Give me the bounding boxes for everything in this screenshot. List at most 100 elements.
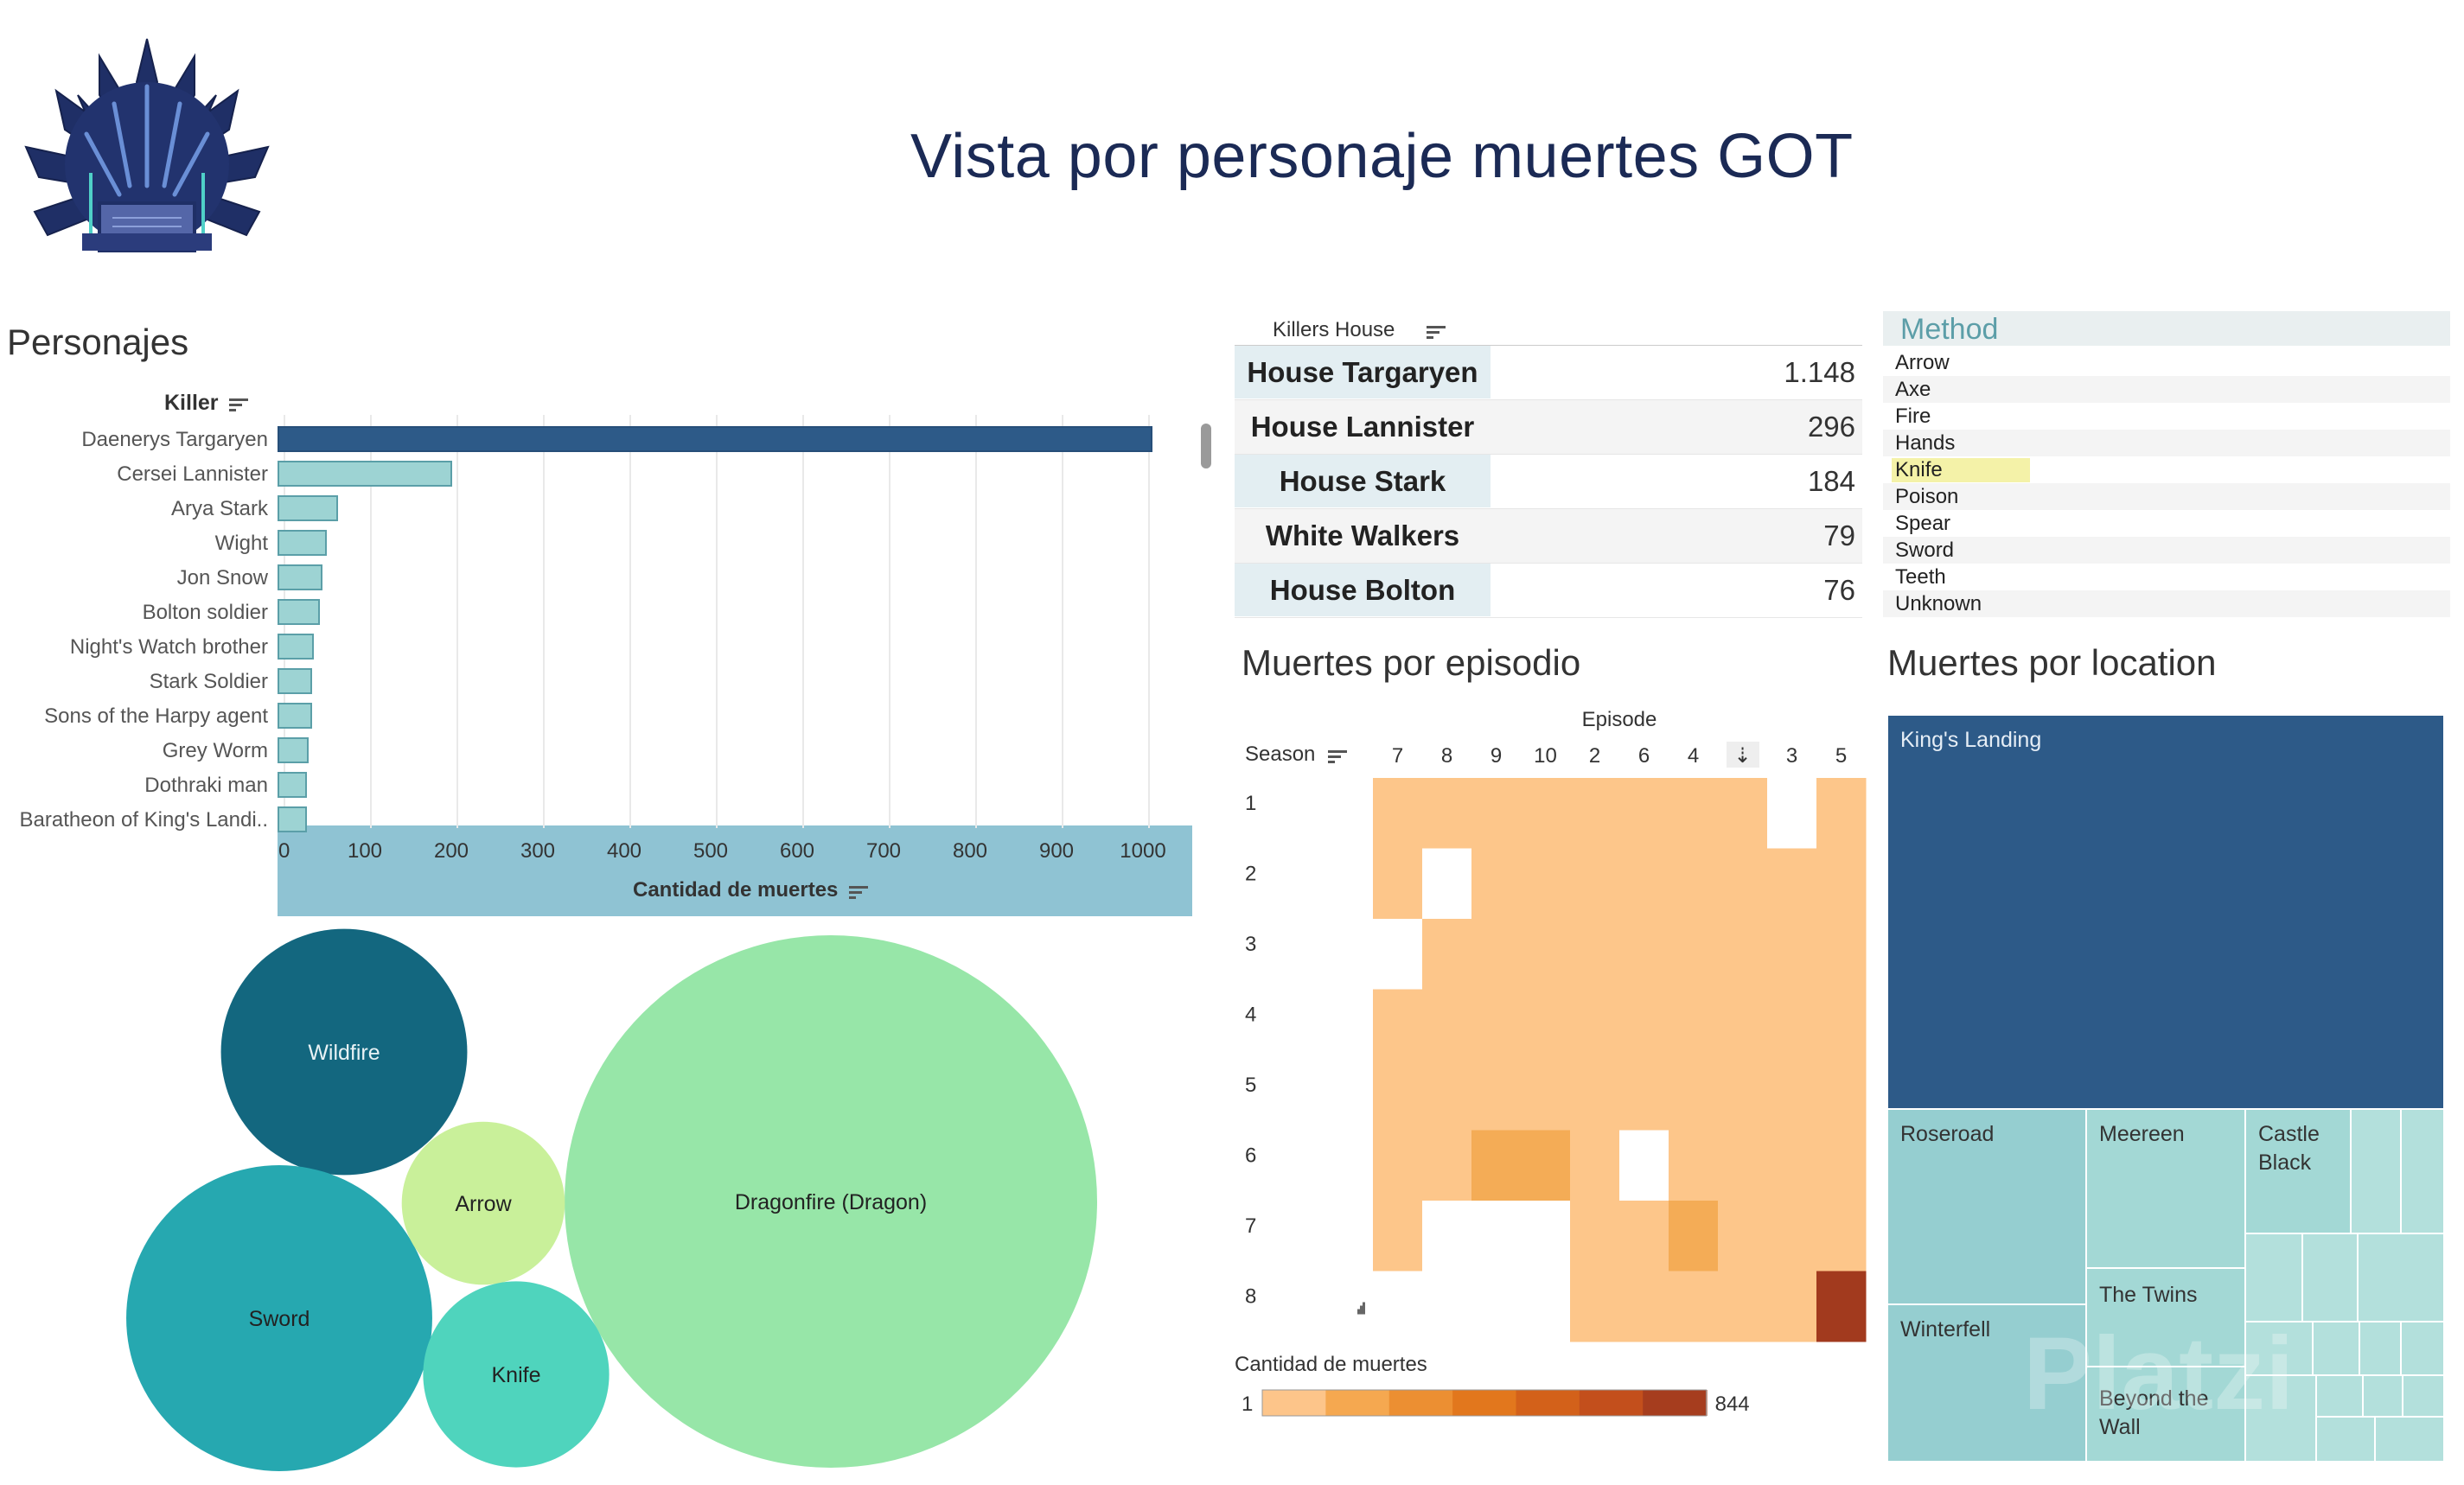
- heatmap-cell[interactable]: [1422, 848, 1472, 920]
- heatmap-cell[interactable]: [1816, 1060, 1867, 1131]
- treemap-tile[interactable]: [2244, 1233, 2303, 1322]
- killer-bar[interactable]: [278, 599, 320, 625]
- heatmap-cell[interactable]: [1521, 848, 1571, 920]
- method-item[interactable]: Arrow: [1883, 349, 2450, 376]
- heatmap-cell[interactable]: [1619, 1060, 1669, 1131]
- heatmap-cell[interactable]: [1619, 989, 1669, 1061]
- bar-chart-scrollbar[interactable]: [1197, 415, 1213, 828]
- heatmap-cell[interactable]: [1669, 848, 1719, 920]
- heatmap-cell[interactable]: [1521, 1130, 1571, 1201]
- treemap-tile-meereen[interactable]: Meereen: [2085, 1108, 2246, 1269]
- treemap-tile-the-twins[interactable]: The Twins: [2085, 1267, 2246, 1367]
- heatmap-cell[interactable]: [1471, 1060, 1522, 1131]
- method-item[interactable]: Fire: [1883, 403, 2450, 430]
- heatmap-cell[interactable]: [1619, 1271, 1669, 1342]
- heatmap-cell[interactable]: [1471, 1201, 1522, 1271]
- heatmap-cell[interactable]: [1422, 919, 1472, 990]
- treemap-tile[interactable]: [2350, 1108, 2402, 1234]
- heatmap-cell[interactable]: [1570, 919, 1620, 990]
- heatmap-cell[interactable]: [1767, 989, 1817, 1061]
- killer-bar[interactable]: [278, 564, 322, 590]
- heatmap-cell[interactable]: [1521, 989, 1571, 1061]
- killer-bar[interactable]: [278, 461, 452, 487]
- heatmap-cell[interactable]: [1373, 989, 1423, 1061]
- killers-house-row[interactable]: White Walkers 79: [1235, 509, 1862, 564]
- heatmap-cell[interactable]: [1422, 1201, 1472, 1271]
- heatmap-cell[interactable]: [1669, 1060, 1719, 1131]
- heatmap-cell[interactable]: [1373, 778, 1423, 849]
- heatmap-cell[interactable]: [1471, 919, 1522, 990]
- treemap-tile[interactable]: [2301, 1233, 2359, 1322]
- killer-bar[interactable]: [278, 634, 314, 660]
- heatmap-cell[interactable]: [1718, 778, 1768, 849]
- bubble[interactable]: [220, 928, 468, 1176]
- heatmap-cell[interactable]: [1570, 848, 1620, 920]
- sort-icon[interactable]: [849, 883, 869, 899]
- heatmap-cell[interactable]: [1570, 1271, 1620, 1342]
- heatmap-cell[interactable]: [1767, 919, 1817, 990]
- treemap-tile[interactable]: [2357, 1233, 2445, 1322]
- heatmap-cell[interactable]: [1422, 1271, 1472, 1342]
- heatmap-cell[interactable]: [1816, 848, 1867, 920]
- treemap-tile[interactable]: [2362, 1374, 2403, 1418]
- method-item[interactable]: Sword: [1883, 537, 2450, 564]
- killers-house-header[interactable]: Killers House: [1273, 318, 1446, 342]
- heatmap-cell[interactable]: [1669, 919, 1719, 990]
- bubble[interactable]: [423, 1281, 610, 1468]
- heatmap-cell[interactable]: [1767, 848, 1817, 920]
- killer-bar[interactable]: [278, 737, 309, 763]
- heatmap-cell[interactable]: [1570, 1201, 1620, 1271]
- sort-icon-bar[interactable]: [1328, 761, 1335, 763]
- heatmap-cell[interactable]: [1669, 1201, 1719, 1271]
- heatmap-cell[interactable]: [1619, 919, 1669, 990]
- bubble[interactable]: [401, 1121, 565, 1285]
- killers-house-row[interactable]: House Bolton 76: [1235, 564, 1862, 618]
- heatmap-cell[interactable]: [1816, 778, 1867, 849]
- method-item[interactable]: Hands: [1883, 430, 2450, 456]
- heatmap-cell[interactable]: [1718, 848, 1768, 920]
- method-item[interactable]: Unknown: [1883, 590, 2450, 617]
- treemap-tile[interactable]: [2402, 1374, 2445, 1418]
- heatmap-cell[interactable]: [1718, 1060, 1768, 1131]
- heatmap-cell[interactable]: [1422, 778, 1472, 849]
- heatmap-cell[interactable]: [1521, 1060, 1571, 1131]
- heatmap-cell[interactable]: [1816, 1271, 1867, 1342]
- heatmap-cell[interactable]: [1669, 1130, 1719, 1201]
- treemap-tile[interactable]: [2359, 1321, 2402, 1376]
- heatmap-cell[interactable]: [1422, 1060, 1472, 1131]
- heatmap-cell[interactable]: [1422, 989, 1472, 1061]
- heatmap-cell[interactable]: [1767, 1201, 1817, 1271]
- heatmap-cell[interactable]: [1767, 1130, 1817, 1201]
- sort-highlight[interactable]: [1727, 742, 1759, 768]
- treemap-tile-castle-black[interactable]: Castle Black: [2244, 1108, 2352, 1234]
- treemap-tile-winterfell[interactable]: Winterfell: [1886, 1303, 2087, 1463]
- heatmap-cell[interactable]: [1373, 1130, 1423, 1201]
- heatmap-cell[interactable]: [1718, 1271, 1768, 1342]
- treemap-tile-roseroad[interactable]: Roseroad: [1886, 1108, 2087, 1305]
- heatmap-cell[interactable]: [1373, 1060, 1423, 1131]
- heatmap-cell[interactable]: [1373, 1201, 1423, 1271]
- heatmap-cell[interactable]: [1669, 989, 1719, 1061]
- heatmap-cell[interactable]: [1619, 778, 1669, 849]
- killer-bar[interactable]: [278, 530, 327, 556]
- heatmap-cell[interactable]: [1471, 1130, 1522, 1201]
- heatmap-cell[interactable]: [1521, 919, 1571, 990]
- heatmap-cell[interactable]: [1471, 778, 1522, 849]
- x-axis-title[interactable]: Cantidad de muertes: [633, 878, 869, 902]
- heatmap-cell[interactable]: [1521, 778, 1571, 849]
- heatmap-cell[interactable]: [1767, 1271, 1817, 1342]
- treemap-tile[interactable]: [2244, 1321, 2314, 1376]
- heatmap-cell[interactable]: [1373, 1271, 1423, 1342]
- heatmap-cell[interactable]: [1619, 848, 1669, 920]
- method-item[interactable]: Axe: [1883, 376, 2450, 403]
- heatmap-cell[interactable]: [1521, 1201, 1571, 1271]
- method-item[interactable]: Teeth: [1883, 564, 2450, 590]
- treemap-tile[interactable]: [2400, 1108, 2445, 1234]
- heatmap-cell[interactable]: [1373, 848, 1423, 920]
- bubble[interactable]: [126, 1165, 432, 1471]
- heatmap-cell[interactable]: [1767, 778, 1817, 849]
- heatmap-cell[interactable]: [1619, 1201, 1669, 1271]
- treemap-tile[interactable]: [2312, 1321, 2360, 1376]
- heatmap-cell[interactable]: [1718, 1130, 1768, 1201]
- killers-house-row[interactable]: House Targaryen 1.148: [1235, 346, 1862, 400]
